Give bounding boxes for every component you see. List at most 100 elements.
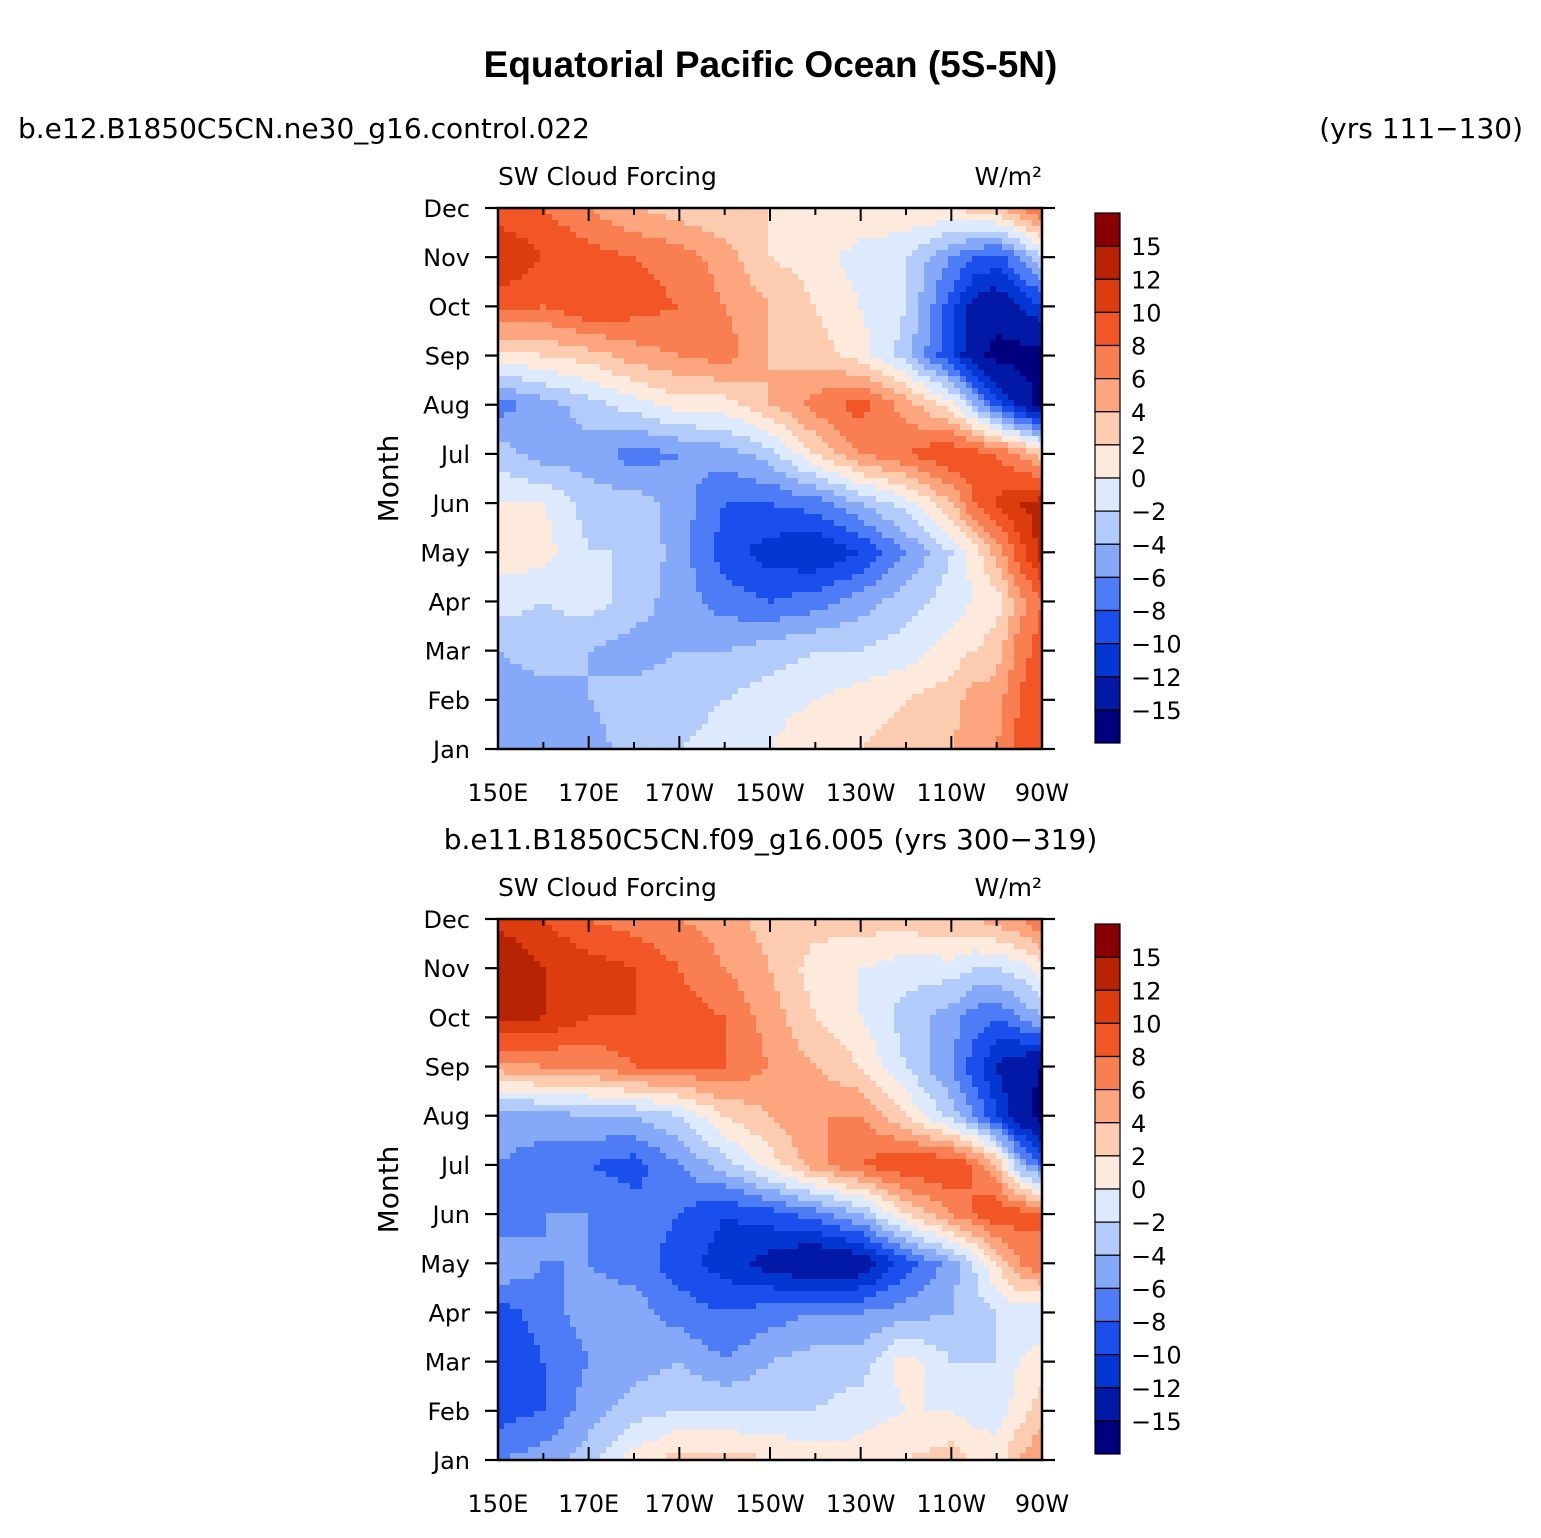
field-cell: [732, 496, 739, 503]
field-cell: [846, 214, 853, 221]
field-cell: [564, 322, 571, 329]
field-cell: [666, 424, 673, 431]
field-cell: [978, 370, 985, 377]
field-cell: [960, 274, 967, 281]
field-cell: [648, 460, 655, 467]
field-cell: [918, 364, 925, 371]
field-cell: [858, 412, 865, 419]
field-cell: [684, 298, 691, 305]
field-cell: [918, 424, 925, 431]
field-cell: [1032, 460, 1039, 467]
field-cell: [1014, 424, 1021, 431]
field-cell: [996, 460, 1003, 467]
field-cell: [720, 442, 727, 449]
field-cell: [858, 340, 865, 347]
field-cell: [1032, 364, 1039, 371]
field-cell: [714, 466, 721, 473]
field-cell: [768, 406, 775, 413]
field-cell: [546, 454, 553, 461]
field-cell: [912, 316, 919, 323]
field-cell: [852, 508, 859, 515]
field-cell: [984, 394, 991, 401]
field-cell: [828, 304, 835, 311]
field-cell: [636, 214, 643, 221]
field-cell: [900, 412, 907, 419]
field-cell: [834, 370, 841, 377]
field-cell: [912, 220, 919, 227]
field-cell: [660, 412, 667, 419]
field-cell: [624, 388, 631, 395]
field-cell: [756, 448, 763, 455]
field-cell: [606, 460, 613, 467]
field-cell: [966, 388, 973, 395]
field-cell: [888, 430, 895, 437]
field-cell: [498, 208, 505, 215]
field-cell: [786, 466, 793, 473]
field-cell: [678, 394, 685, 401]
field-cell: [630, 238, 637, 245]
field-cell: [690, 448, 697, 455]
field-cell: [552, 208, 559, 215]
field-cell: [846, 226, 853, 233]
field-cell: [978, 232, 985, 239]
field-cell: [756, 484, 763, 491]
field-cell: [942, 292, 949, 299]
field-cell: [630, 256, 637, 263]
field-cell: [1002, 382, 1009, 389]
field-cell: [978, 412, 985, 419]
field-cell: [876, 322, 883, 329]
field-cell: [612, 226, 619, 233]
field-cell: [924, 448, 931, 455]
field-cell: [516, 400, 523, 407]
field-cell: [786, 478, 793, 485]
field-cell: [828, 430, 835, 437]
field-cell: [852, 238, 859, 245]
field-cell: [558, 460, 565, 467]
field-cell: [630, 418, 637, 425]
field-cell: [990, 256, 997, 263]
field-cell: [684, 382, 691, 389]
field-cell: [798, 448, 805, 455]
field-cell: [996, 280, 1003, 287]
field-cell: [774, 466, 781, 473]
field-cell: [780, 232, 787, 239]
field-cell: [1014, 466, 1021, 473]
field-cell: [558, 406, 565, 413]
field-cell: [696, 514, 703, 521]
field-cell: [780, 268, 787, 275]
field-cell: [984, 346, 991, 353]
field-cell: [666, 478, 673, 485]
field-cell: [936, 436, 943, 443]
field-cell: [768, 418, 775, 425]
field-cell: [978, 406, 985, 413]
field-cell: [528, 286, 535, 293]
field-cell: [606, 454, 613, 461]
field-cell: [750, 364, 757, 371]
field-cell: [504, 358, 511, 365]
field-cell: [636, 466, 643, 473]
field-cell: [834, 442, 841, 449]
field-cell: [834, 364, 841, 371]
field-cell: [630, 214, 637, 221]
field-cell: [720, 340, 727, 347]
field-cell: [618, 316, 625, 323]
field-cell: [582, 256, 589, 263]
field-cell: [744, 526, 751, 533]
field-cell: [1002, 436, 1009, 443]
field-cell: [840, 226, 847, 233]
field-cell: [648, 496, 655, 503]
field-cell: [864, 364, 871, 371]
field-cell: [702, 238, 709, 245]
field-cell: [870, 376, 877, 383]
field-cell: [630, 346, 637, 353]
field-cell: [522, 532, 529, 539]
field-cell: [822, 316, 829, 323]
field-cell: [876, 382, 883, 389]
field-cell: [1020, 424, 1027, 431]
field-cell: [624, 478, 631, 485]
field-cell: [720, 424, 727, 431]
field-cell: [714, 388, 721, 395]
field-cell: [858, 430, 865, 437]
field-cell: [948, 424, 955, 431]
field-cell: [774, 334, 781, 341]
